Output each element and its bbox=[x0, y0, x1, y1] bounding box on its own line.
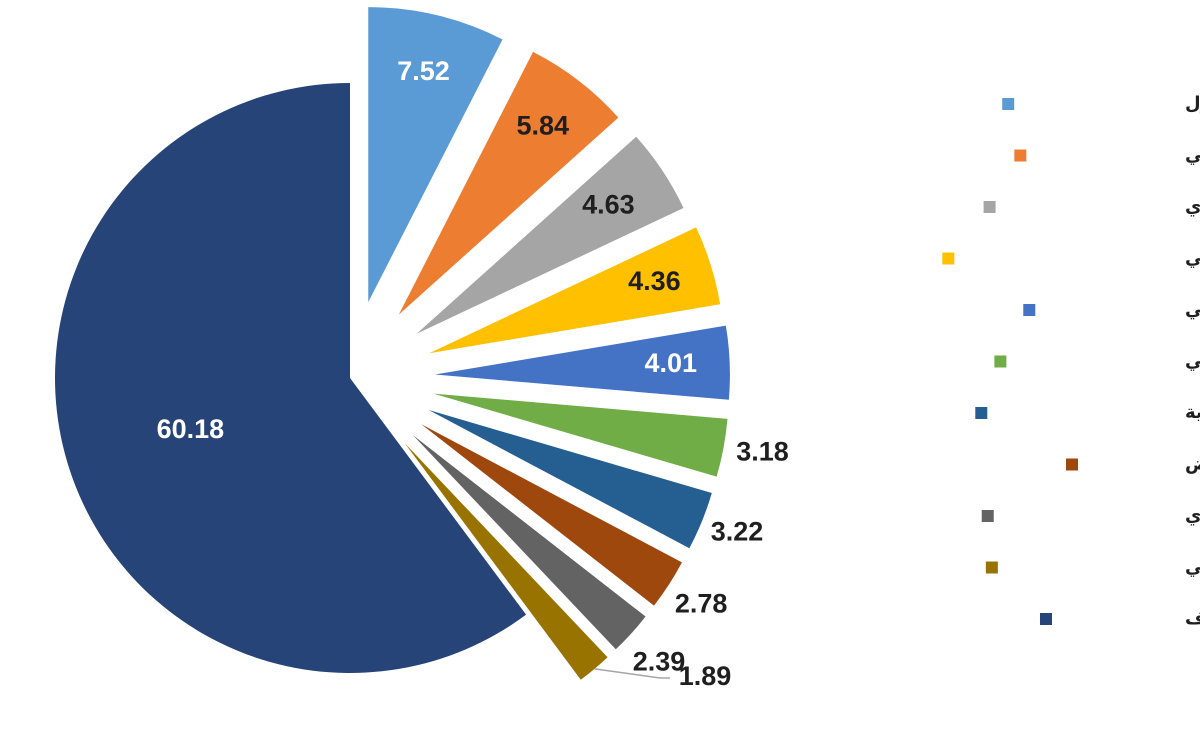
legend-item: بنك الكويت الوطني bbox=[994, 351, 1200, 372]
legend-item: بنك الامارات دبي الوطني bbox=[942, 248, 1200, 269]
legend-marker bbox=[994, 355, 1007, 368]
legend-marker bbox=[1023, 304, 1036, 316]
legend-marker bbox=[981, 510, 994, 522]
data-label: 4.36 bbox=[628, 266, 681, 296]
legend-label: بنك الكويت الوطني bbox=[1185, 351, 1200, 372]
data-label: 4.01 bbox=[644, 348, 697, 378]
legend-label: مصرف الراجحي bbox=[1185, 299, 1200, 320]
legend-marker bbox=[1014, 149, 1027, 162]
legend: بنك ابو ظبي الأول بنك قطر الوطني البنك الأ… bbox=[942, 92, 1200, 629]
legend-label: البنك الأهلي التجاري bbox=[1185, 195, 1200, 217]
pie-slice bbox=[398, 51, 619, 315]
pie-slice bbox=[54, 83, 527, 673]
pie-slice bbox=[429, 227, 721, 354]
data-label: 60.18 bbox=[157, 414, 225, 444]
data-label: 3.22 bbox=[711, 517, 764, 547]
legend-marker bbox=[1066, 458, 1078, 471]
data-label: 2.78 bbox=[675, 589, 728, 619]
legend-label: بنك الامارات دبي الوطني bbox=[1185, 248, 1200, 269]
legend-label: بقية المصارف bbox=[1185, 608, 1200, 629]
data-label: 7.52 bbox=[397, 56, 450, 86]
pie-slice bbox=[416, 136, 684, 334]
pie-slice bbox=[368, 7, 503, 303]
legend-item: بنك قطر الوطني bbox=[1014, 145, 1200, 166]
legend-label: بنك ابو ظبي التجاري bbox=[1185, 505, 1200, 526]
legend-item: مصرف الراجحي bbox=[1023, 299, 1200, 320]
legend-item: مجموعة سامبا المالية bbox=[975, 402, 1200, 423]
data-label: 4.63 bbox=[582, 190, 635, 220]
leader-line bbox=[594, 668, 670, 679]
legend-label: مجموعة سامبا المالية bbox=[1185, 402, 1200, 423]
pie-slice bbox=[421, 424, 682, 606]
legend-item: بنك الرياض bbox=[1066, 454, 1200, 475]
pie-slice bbox=[428, 410, 712, 549]
data-label: 2.39 bbox=[633, 646, 686, 676]
legend-item: بنك ابو ظبي الأول bbox=[1002, 92, 1200, 114]
data-label: 5.84 bbox=[516, 111, 569, 141]
pie-slice bbox=[404, 443, 608, 680]
legend-marker bbox=[1039, 613, 1052, 625]
legend-marker bbox=[975, 407, 988, 419]
leader-lines bbox=[594, 668, 670, 679]
legend-marker bbox=[983, 201, 996, 213]
legend-label: بنك قطر الوطني bbox=[1185, 145, 1200, 166]
legend-item: بيت التمويل الكويتي bbox=[985, 557, 1200, 578]
legend-item: بنك ابو ظبي التجاري bbox=[981, 505, 1200, 526]
data-label: 1.89 bbox=[679, 661, 732, 691]
legend-item: البنك الأهلي التجاري bbox=[983, 195, 1200, 217]
legend-item: بقية المصارف bbox=[1039, 608, 1200, 629]
pie-slice bbox=[412, 435, 646, 650]
data-labels: 7.52 5.84 4.63 4.36 4.01 3.18 3.22 2.78 2.391.89… bbox=[157, 56, 789, 691]
legend-marker bbox=[985, 561, 998, 574]
legend-label: بيت التمويل الكويتي bbox=[1185, 557, 1200, 578]
data-label: 3.18 bbox=[736, 437, 789, 467]
legend-marker bbox=[942, 252, 955, 265]
legend-label: بنك الرياض bbox=[1185, 454, 1200, 475]
legend-marker bbox=[1002, 98, 1015, 110]
pie-slices bbox=[54, 7, 730, 680]
legend-label: بنك ابو ظبي الأول bbox=[1185, 92, 1200, 114]
pie-slice bbox=[433, 393, 728, 477]
pie-slice bbox=[434, 325, 730, 400]
